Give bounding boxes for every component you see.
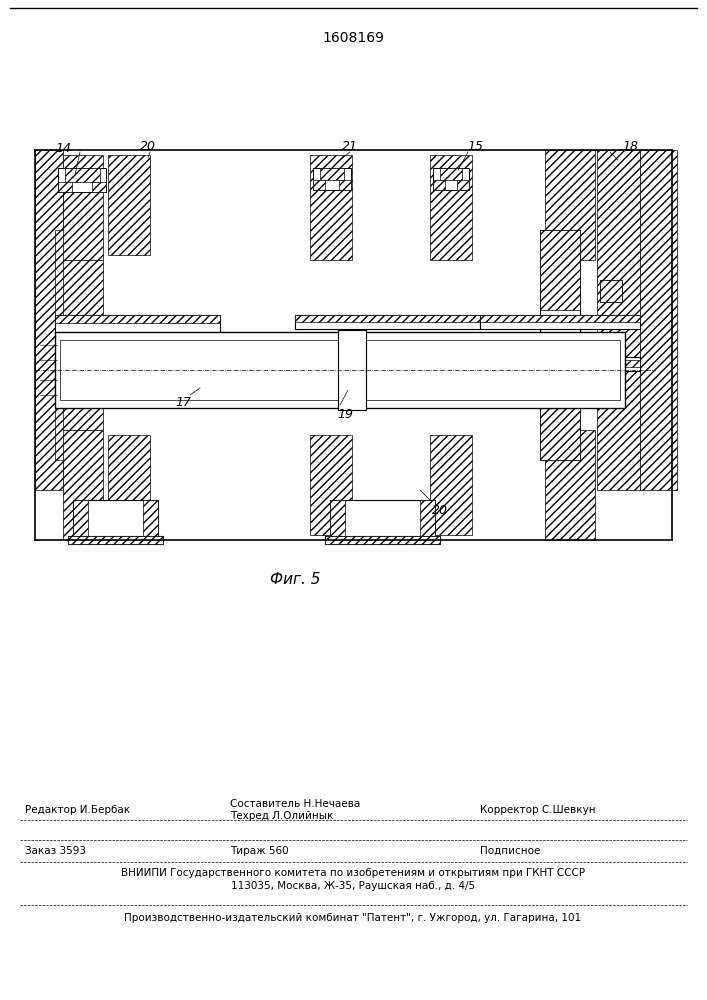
Bar [60,340,620,400]
Text: ВНИИПИ Государственного комитета по изобретениям и открытиям при ГКНТ СССР: ВНИИПИ Государственного комитета по изоб… [121,868,585,878]
Bar [600,280,622,302]
Bar [320,168,344,180]
Bar [480,360,640,367]
Bar [540,230,580,460]
Text: 14: 14 [55,141,71,154]
Bar [55,315,220,323]
Bar [420,500,435,540]
Bar [440,168,462,180]
Bar [295,360,480,367]
Text: 21: 21 [342,140,358,153]
Bar [108,435,150,535]
Bar [600,360,622,382]
Bar [55,230,77,460]
Text: Фиг. 5: Фиг. 5 [270,572,320,587]
Text: Составитель Н.Нечаева: Составитель Н.Нечаева [230,799,361,809]
Bar [600,280,622,302]
Bar [430,435,472,535]
Text: Производственно-издательский комбинат "Патент", г. Ужгород, ул. Гагарина, 101: Производственно-издательский комбинат "П… [124,913,582,923]
Bar [545,150,595,260]
Bar [143,500,158,540]
Bar [35,150,63,490]
Bar [540,380,580,460]
Bar [433,180,445,190]
Bar [480,315,640,329]
Bar [338,330,366,348]
Text: Корректор С.Шевкун: Корректор С.Шевкун [480,805,595,815]
Bar [640,150,677,490]
Bar [65,168,100,182]
Bar [325,536,440,544]
Text: Техред Л.Олийнык: Техред Л.Олийнык [230,811,334,821]
Text: Редактор И.Бербак: Редактор И.Бербак [25,805,130,815]
Bar [73,500,88,540]
Text: Подписное: Подписное [480,846,540,856]
Text: 18: 18 [622,140,638,153]
Bar [330,500,435,540]
Bar [339,180,351,190]
Bar [433,168,469,190]
Bar [68,536,163,544]
Bar [55,315,220,333]
Bar [58,168,106,192]
Bar [295,315,480,322]
Bar [600,360,622,382]
Bar [108,155,150,255]
Bar [68,536,163,544]
Bar [338,330,366,410]
Text: 17: 17 [175,396,191,410]
Text: 20: 20 [140,140,156,153]
Text: 1608169: 1608169 [322,31,384,45]
Bar [545,430,595,540]
Bar [63,155,103,260]
Text: 19: 19 [337,408,353,422]
Bar [92,182,106,192]
Text: 15: 15 [467,140,483,153]
Bar [310,435,352,535]
Bar [63,260,103,320]
Bar [58,182,72,192]
Bar [338,330,366,372]
Bar [313,180,325,190]
Bar [430,155,472,260]
Bar [597,150,640,490]
Bar [63,430,103,540]
Bar [63,370,103,430]
Text: Тираж 560: Тираж 560 [230,846,288,856]
Bar [55,355,220,373]
Bar [310,155,352,260]
Bar [457,180,469,190]
Text: Заказ 3593: Заказ 3593 [25,846,86,856]
Bar [480,315,640,322]
Bar [540,230,580,310]
Bar [480,357,640,371]
Bar [325,536,440,544]
Bar [55,332,625,408]
Bar [313,168,351,190]
Bar [295,315,480,329]
Bar [330,500,345,540]
Text: 20: 20 [432,504,448,516]
Text: 113035, Москва, Ж-35, Раушская наб., д. 4/5: 113035, Москва, Ж-35, Раушская наб., д. … [231,881,475,891]
Bar [73,500,158,540]
Bar [55,365,220,373]
Bar [295,357,480,371]
